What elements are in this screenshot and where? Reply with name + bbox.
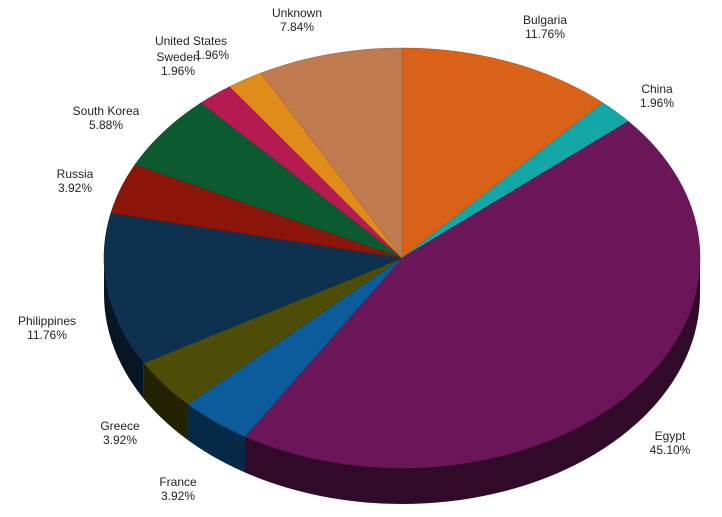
slice-value-egypt: 45.10% [650,443,691,457]
pie-depth-layer [104,258,701,504]
slice-label-united-states: United States [155,34,227,48]
pie-slice-bulgaria[interactable] [401,47,604,259]
slice-label-south-korea: South Korea [73,104,140,118]
slice-value-russia: 3.92% [58,181,92,195]
pie-slice-france[interactable] [187,257,403,437]
slice-value-sweden: 1.96% [161,64,195,78]
slice-value-philippines: 11.76% [27,328,67,342]
pie-side-egypt [244,258,701,504]
slice-label-sweden: Sweden [156,50,199,64]
slice-value-unknown: 7.84% [280,20,314,34]
slice-value-france: 3.92% [161,489,195,503]
slice-label-philippines: Philippines [18,314,76,328]
slice-value-greece: 3.92% [103,433,137,447]
pie-labels-layer: Bulgaria11.76%China1.96%Egypt45.10%Franc… [18,6,691,503]
slice-value-united-states: 1.96% [195,48,229,62]
pie-slice-philippines[interactable] [103,212,404,364]
pie-slices-layer [103,47,701,469]
slice-label-greece: Greece [100,419,140,433]
pie-slice-south-korea[interactable] [134,102,403,259]
pie-side-philippines [104,258,144,399]
pie-slice-russia[interactable] [110,163,403,259]
slice-label-france: France [159,475,197,489]
slice-label-china: China [641,82,673,96]
pie-side-greece [143,362,188,441]
pie-side-france [187,404,245,473]
slice-label-egypt: Egypt [655,429,686,443]
pie-slice-egypt[interactable] [244,120,701,469]
slice-value-china: 1.96% [640,96,674,110]
slice-label-bulgaria: Bulgaria [523,13,567,27]
slice-value-south-korea: 5.88% [89,118,123,132]
pie-slice-greece[interactable] [143,257,403,405]
pie-slice-unknown[interactable] [260,47,403,259]
slice-value-bulgaria: 11.76% [525,27,565,41]
slice-label-unknown: Unknown [272,6,322,20]
slice-label-russia: Russia [57,167,94,181]
